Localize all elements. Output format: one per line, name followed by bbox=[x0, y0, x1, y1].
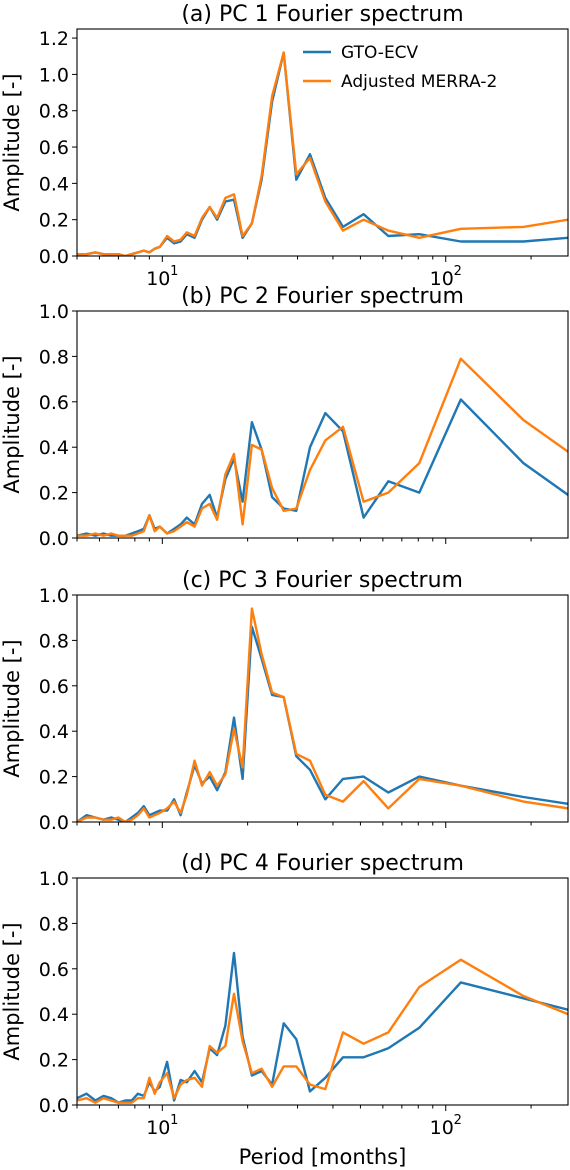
y-tick-label: 1.0 bbox=[39, 868, 69, 890]
y-tick-label: 0.8 bbox=[39, 346, 69, 368]
y-tick-label: 0.6 bbox=[39, 392, 69, 414]
y-axis-label: Amplitude [-] bbox=[0, 639, 24, 777]
y-tick-label: 0.2 bbox=[39, 1050, 69, 1072]
y-tick-label: 0.4 bbox=[39, 437, 69, 459]
y-tick-label: 0.2 bbox=[39, 767, 69, 789]
panel-4: (d) PC 4 Fourier spectrum Amplitude [-] 0.… bbox=[0, 851, 569, 1169]
series-line-adjusted-merra-2 bbox=[77, 958, 568, 1104]
y-tick-label: 0.6 bbox=[39, 959, 69, 981]
panel-3: (c) PC 3 Fourier spectrum Amplitude [-] 0.… bbox=[0, 568, 569, 834]
y-tick-label: 0.4 bbox=[39, 1004, 69, 1026]
y-tick-label: 0.0 bbox=[39, 528, 69, 550]
legend: GTO-ECV Adjusted MERRA-2 bbox=[303, 43, 497, 92]
x-tick-exponent: 1 bbox=[170, 1113, 178, 1128]
panel-1: (a) PC 1 Fourier spectrum Amplitude [-] 0.… bbox=[0, 2, 569, 290]
y-tick-label: 0.6 bbox=[39, 676, 69, 698]
legend-entry: Adjusted MERRA-2 bbox=[341, 72, 497, 92]
y-tick-label: 0.0 bbox=[39, 1095, 69, 1117]
plot-frame bbox=[76, 877, 569, 1106]
y-tick-label: 0.6 bbox=[39, 137, 69, 159]
y-axis-label: Amplitude [-] bbox=[0, 922, 24, 1060]
x-tick-exponent: 2 bbox=[454, 1113, 462, 1128]
plot-frame bbox=[76, 594, 569, 823]
chart-title: (c) PC 3 Fourier spectrum bbox=[182, 568, 463, 593]
y-tick-label: 0.4 bbox=[39, 173, 69, 195]
series-line-gto-ecv bbox=[77, 625, 568, 822]
series-line-adjusted-merra-2 bbox=[77, 607, 568, 822]
x-tick-label: 10 bbox=[146, 268, 170, 290]
y-tick-label: 0.8 bbox=[39, 101, 69, 123]
chart-title: (a) PC 1 Fourier spectrum bbox=[181, 2, 463, 27]
y-tick-label: 0.0 bbox=[39, 246, 69, 268]
y-tick-label: 0.8 bbox=[39, 913, 69, 935]
legend-entry: GTO-ECV bbox=[341, 43, 419, 63]
x-tick-exponent: 2 bbox=[454, 264, 462, 279]
y-axis-label: Amplitude [-] bbox=[0, 355, 24, 493]
x-axis-label: Period [months] bbox=[239, 1145, 407, 1169]
panel-2: (b) PC 2 Fourier spectrum Amplitude [-] 0.… bbox=[0, 284, 569, 550]
y-tick-label: 1.2 bbox=[39, 28, 69, 50]
plot-frame bbox=[76, 310, 569, 539]
y-tick-label: 1.0 bbox=[39, 301, 69, 323]
y-tick-label: 1.0 bbox=[39, 585, 69, 607]
y-tick-label: 0.2 bbox=[39, 483, 69, 505]
x-tick-exponent: 1 bbox=[170, 264, 178, 279]
chart-title: (b) PC 2 Fourier spectrum bbox=[181, 284, 464, 309]
chart-title: (d) PC 4 Fourier spectrum bbox=[181, 851, 464, 876]
y-tick-label: 0.8 bbox=[39, 630, 69, 652]
y-tick-label: 1.0 bbox=[39, 64, 69, 86]
y-axis-label: Amplitude [-] bbox=[0, 73, 24, 211]
series-line-adjusted-merra-2 bbox=[77, 357, 568, 537]
y-tick-label: 0.0 bbox=[39, 812, 69, 834]
y-tick-label: 0.4 bbox=[39, 721, 69, 743]
x-tick-label: 10 bbox=[430, 1117, 454, 1139]
plot-frame bbox=[76, 28, 569, 257]
x-tick-label: 10 bbox=[430, 268, 454, 290]
x-tick-label: 10 bbox=[146, 1117, 170, 1139]
y-tick-label: 0.2 bbox=[39, 210, 69, 232]
